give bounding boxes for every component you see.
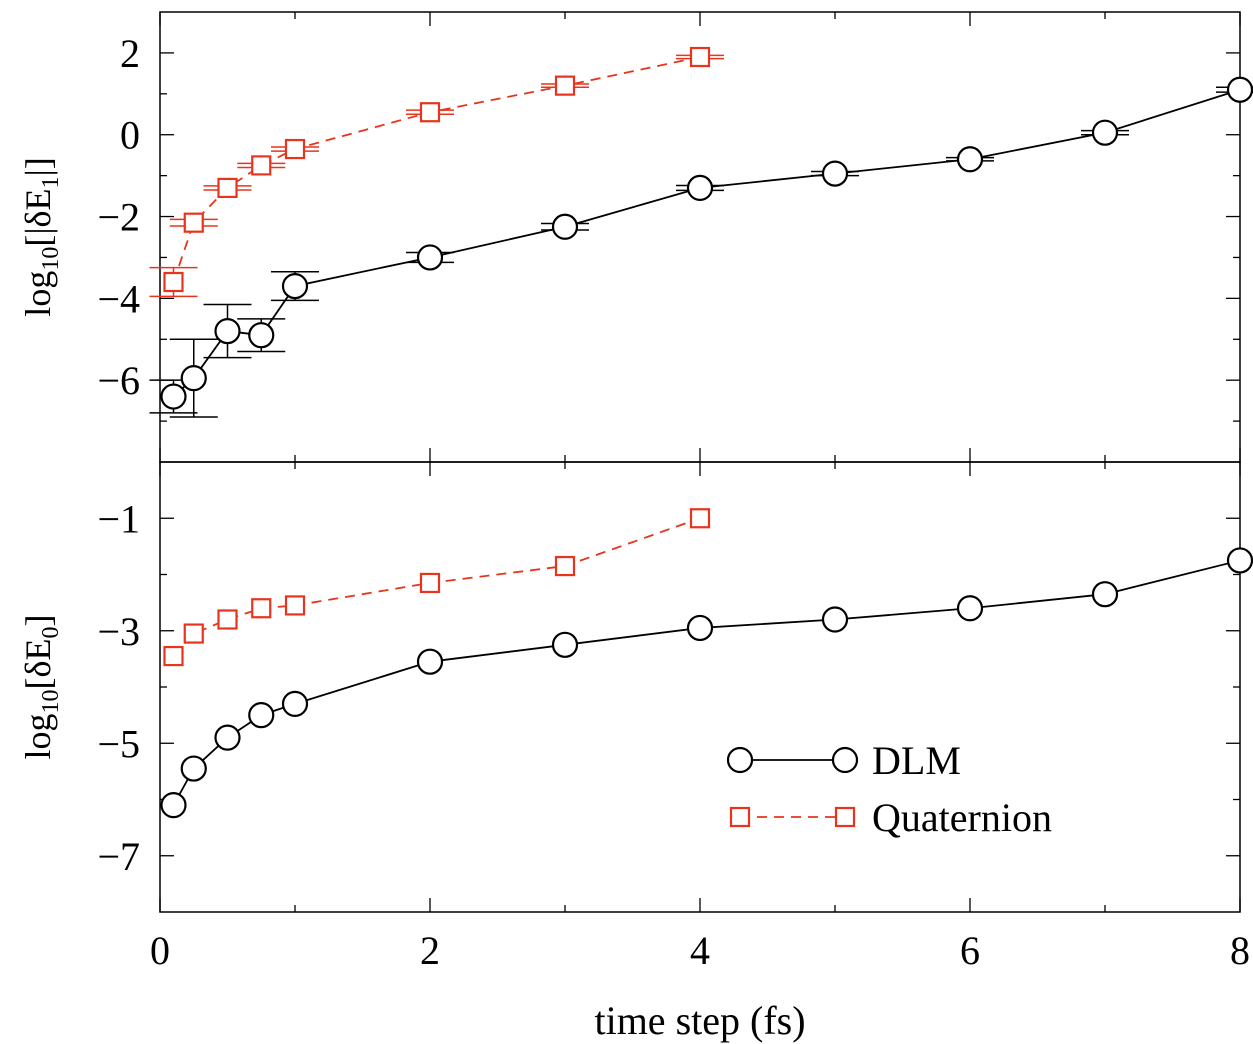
dlm-point	[821, 160, 849, 187]
quaternion-point	[419, 102, 441, 123]
y-tick-label: −7	[97, 834, 140, 879]
quaternion-point	[217, 609, 238, 630]
dlm-point	[956, 595, 984, 622]
y-axis-label: log10[|δE1|]	[18, 157, 64, 316]
y-tick-label: 2	[120, 31, 140, 76]
quaternion-point	[419, 572, 441, 594]
quaternion-point	[217, 177, 238, 199]
y-tick-label: −2	[97, 195, 140, 240]
y-tick-label: −4	[97, 276, 140, 321]
quaternion-point	[251, 598, 272, 619]
quaternion-point	[163, 271, 184, 293]
x-axis-label: time step (fs)	[594, 998, 805, 1043]
y-label-part: 10	[38, 247, 64, 271]
legend-marker-dlm	[726, 746, 754, 774]
plot-frame	[159, 461, 1241, 913]
quaternion-point	[689, 46, 711, 68]
dlm-point	[821, 606, 849, 633]
plot-frame	[159, 11, 1241, 463]
dlm-point	[180, 365, 207, 392]
y-label-part: log	[18, 271, 58, 317]
dlm-point	[686, 174, 714, 202]
dlm-line	[172, 559, 1241, 806]
legend-marker-dlm	[831, 746, 859, 774]
y-label-part: 0	[38, 627, 64, 639]
legend: DLM Quaternion	[726, 738, 1052, 840]
y-label-part: |]	[18, 157, 58, 176]
dlm-point	[248, 702, 275, 729]
quaternion-point	[554, 555, 576, 577]
y-tick-label: 0	[120, 113, 140, 158]
legend-label-quaternion: Quaternion	[872, 795, 1052, 840]
y-tick-label: −3	[97, 609, 140, 654]
y-label-part: [|δE	[18, 189, 58, 247]
legend-marker-quaternion	[729, 806, 751, 828]
y-label-part: log	[18, 713, 58, 759]
dlm-point	[416, 244, 444, 271]
dlm-point	[160, 383, 187, 410]
dlm-point	[160, 792, 187, 819]
x-tick-label: 2	[420, 928, 440, 973]
quaternion-point	[284, 595, 306, 616]
dlm-point	[1091, 581, 1119, 608]
dlm-point	[551, 631, 579, 658]
quaternion-point	[284, 138, 306, 160]
x-tick-label: 4	[690, 928, 710, 973]
x-tick-label: 8	[1230, 928, 1250, 973]
dlm-line	[172, 88, 1241, 398]
dlm-point	[1091, 119, 1119, 146]
y-tick-label: −6	[97, 358, 140, 403]
dlm-point	[214, 724, 241, 751]
dlm-point	[686, 614, 714, 642]
dlm-point	[1226, 76, 1253, 103]
x-tick-label: 6	[960, 928, 980, 973]
quaternion-point	[163, 645, 184, 667]
dlm-point	[281, 690, 309, 717]
top-panel: 2 0 −2 −4 −6 log10[|δE1|]	[18, 11, 1253, 463]
quaternion-point	[689, 508, 711, 529]
x-tick-label: 0	[150, 928, 170, 973]
quaternion-point	[251, 155, 272, 176]
quaternion-point	[183, 623, 204, 644]
y-label-part: [δE	[18, 639, 58, 690]
dlm-point	[551, 213, 579, 240]
dlm-point	[180, 755, 207, 782]
y-label-part: 1	[38, 177, 64, 189]
dlm-point	[1226, 547, 1253, 574]
quaternion-point	[183, 212, 204, 233]
y-tick-label: −1	[97, 496, 140, 541]
y-label-part: ]	[18, 615, 58, 627]
y-tick-label: −5	[97, 721, 140, 766]
legend-label-dlm: DLM	[872, 738, 961, 783]
y-axis-label: log10[δE0]	[18, 615, 64, 760]
dlm-point	[248, 322, 275, 349]
dlm-point	[281, 272, 309, 300]
quaternion-point	[554, 75, 576, 96]
y-label-part: 10	[38, 689, 64, 713]
dlm-point	[214, 317, 241, 345]
dlm-point	[956, 146, 984, 173]
legend-marker-quaternion	[834, 806, 856, 828]
dlm-point	[416, 648, 444, 675]
